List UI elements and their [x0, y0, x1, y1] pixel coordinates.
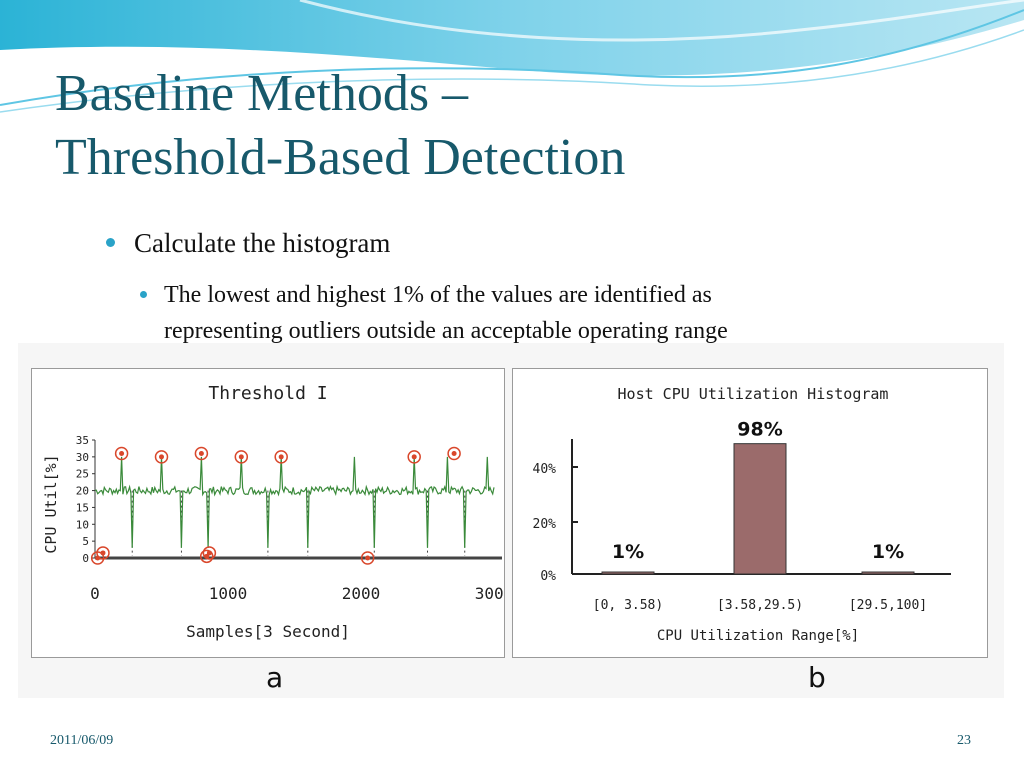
outlier-circle [202, 546, 217, 560]
histogram-bar [733, 443, 787, 575]
outlier-dot [238, 454, 244, 460]
y-tick-label: 20 [76, 485, 89, 498]
outlier-marker [360, 551, 375, 565]
outlier-dot [159, 454, 164, 460]
outlier-dot [411, 454, 417, 460]
outlier-circle [199, 549, 214, 564]
outlier-circle [96, 546, 110, 560]
page-number: 23 [957, 733, 971, 748]
histogram-chart-panel: Host CPU Utilization Histogram CPU Utiliz… [512, 368, 988, 658]
y-axis-label: CPU Util[%] [42, 454, 60, 553]
header-wave-decoration [0, 0, 1024, 113]
outlier-marker [194, 446, 209, 461]
bar-value-label: 1% [612, 541, 644, 563]
outlier-dot [198, 450, 204, 456]
y-tick-label: 15 [76, 501, 89, 514]
outlier-marker [234, 450, 249, 464]
outlier-dot [365, 555, 371, 561]
bullet-dot-icon [140, 291, 147, 298]
y-tick-label: 35 [76, 434, 89, 447]
cpu-series-line [94, 456, 495, 548]
y-tick-label: 10 [76, 518, 89, 531]
category-label: [0, 3.58) [593, 598, 663, 613]
y-tick-label: 40% [533, 462, 557, 477]
category-label: [3.58,29.5) [717, 598, 803, 613]
y-tick-label: 30 [76, 451, 89, 464]
x-axis-label: Samples[3 Second] [186, 622, 350, 641]
x-axis-label: CPU Utilization Range[%] [657, 628, 859, 644]
x-tick-label: 2000 [342, 584, 381, 603]
threshold-chart-panel: Threshold I Samples[3 Second] CPU Util[%] 0… [31, 368, 513, 658]
title-line-1: Baseline Methods – [55, 65, 469, 122]
outlier-dot [206, 550, 212, 556]
outlier-marker [114, 446, 129, 461]
bullet-sub-line-1: The lowest and highest 1% of the values … [164, 282, 712, 308]
y-tick-label: 20% [533, 517, 557, 532]
outlier-circle [274, 450, 288, 464]
chart-title: Host CPU Utilization Histogram [618, 385, 889, 403]
outlier-circle [114, 446, 129, 461]
outlier-dot [451, 450, 457, 456]
figure-container: Threshold I Samples[3 Second] CPU Util[%] 0… [18, 343, 1004, 698]
bullet-sub-line-2: representing outliers outside an accepta… [164, 318, 728, 344]
outlier-dot [100, 550, 106, 556]
threshold-chart: Threshold I Samples[3 Second] CPU Util[%] 0… [42, 383, 513, 641]
x-tick-label: 3000 [475, 584, 504, 603]
x-tick-label: 0 [90, 584, 100, 603]
outlier-marker [202, 546, 217, 560]
histogram-chart: Host CPU Utilization Histogram CPU Utiliz… [533, 385, 951, 644]
slide-title: Baseline Methods – Threshold-Based Detec… [55, 62, 625, 190]
x-tick-label: 1000 [209, 584, 248, 603]
outlier-marker [447, 446, 461, 461]
outlier-circle [154, 450, 169, 464]
title-line-2: Threshold-Based Detection [55, 129, 626, 186]
outlier-circle [234, 450, 249, 464]
outlier-marker [154, 450, 169, 464]
bullet-sub-text: The lowest and highest 1% of the values … [164, 277, 728, 349]
category-label: [29.5,100] [849, 598, 927, 613]
y-tick-label: 5 [82, 535, 89, 548]
y-tick-label: 0 [82, 552, 89, 565]
bullet-main-text: Calculate the histogram [134, 228, 391, 258]
footer-date: 2011/06/09 [50, 733, 114, 748]
bullet-dot-icon [106, 238, 115, 247]
outlier-marker [274, 450, 288, 464]
figure-label-a: a [266, 661, 284, 694]
outlier-circle [194, 446, 209, 461]
outlier-circle [360, 551, 375, 565]
outlier-dot [278, 454, 284, 460]
outlier-circle [407, 450, 421, 464]
figure-label-b: b [808, 661, 826, 694]
histogram-bar [601, 571, 655, 575]
outlier-marker [407, 450, 421, 464]
bar-value-label: 98% [737, 419, 782, 441]
y-tick-label: 25 [76, 468, 89, 481]
outlier-dot [119, 450, 125, 456]
outlier-circle [447, 446, 461, 461]
bar-value-label: 1% [872, 541, 904, 563]
outlier-marker [96, 546, 110, 560]
y-tick-label: 0% [540, 569, 556, 584]
histogram-bar [861, 571, 915, 575]
chart-title: Threshold I [208, 383, 327, 404]
